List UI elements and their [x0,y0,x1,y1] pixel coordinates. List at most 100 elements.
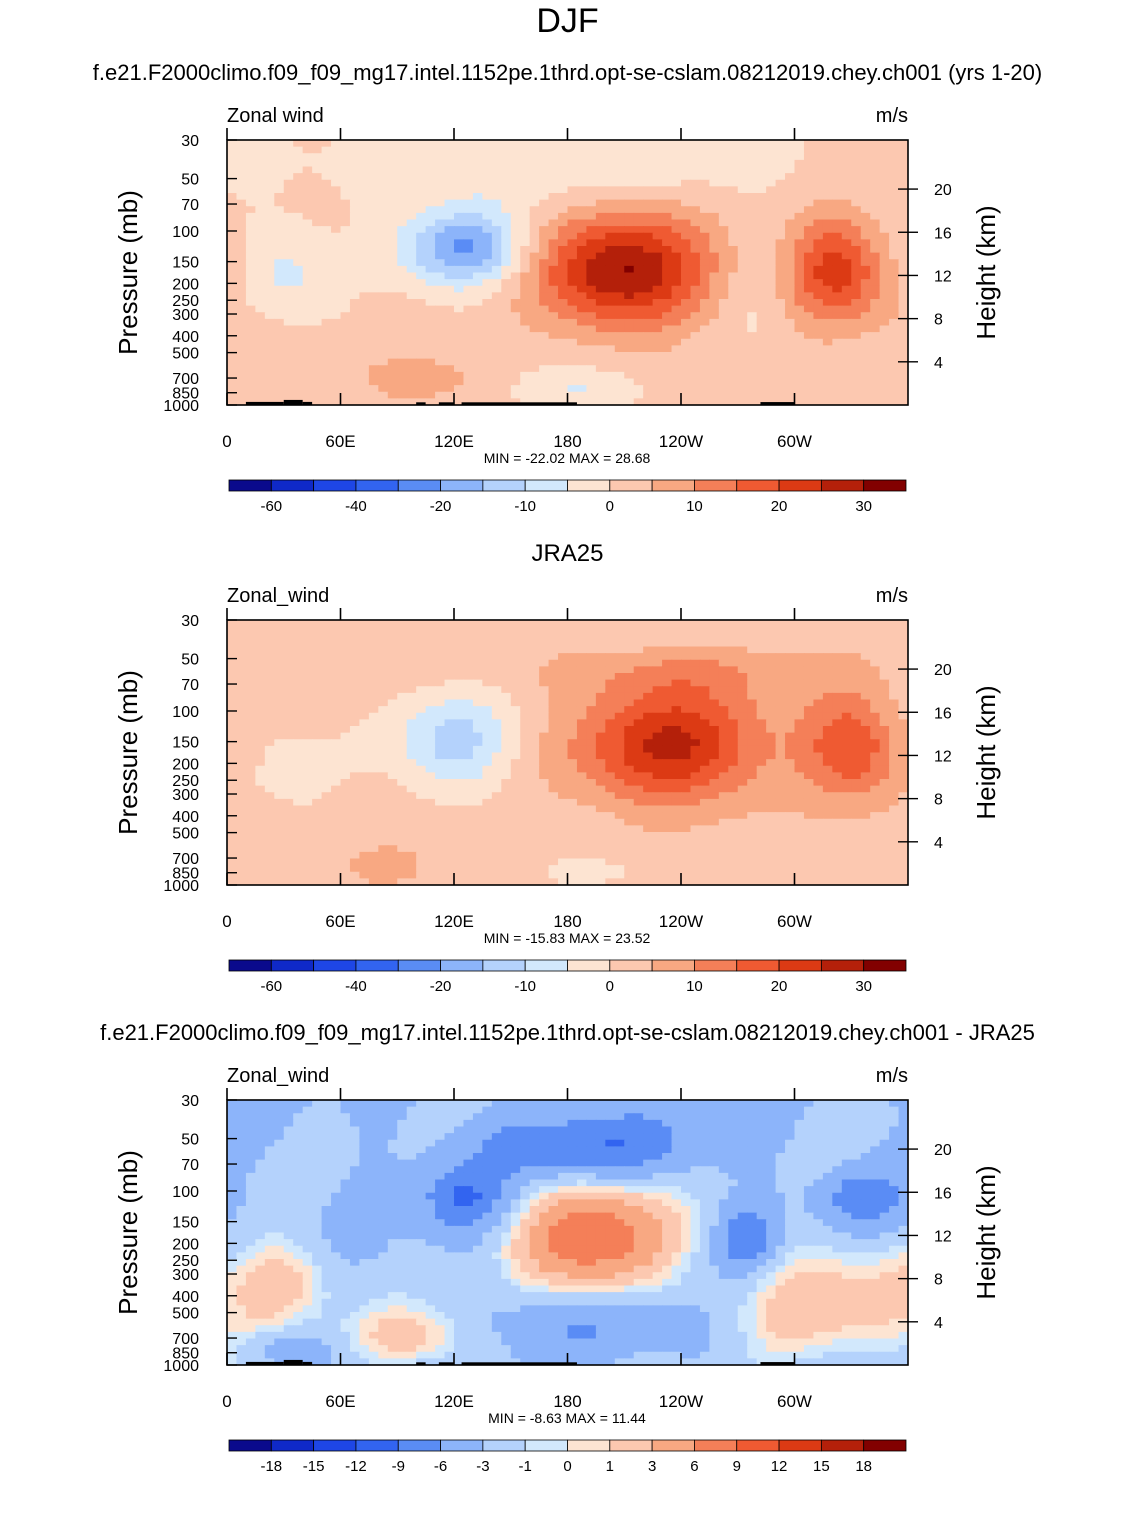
heatmap-cell [709,365,719,372]
heatmap-cell [331,167,341,174]
heatmap-cell [813,786,823,793]
heatmap-cell [690,753,700,760]
heatmap-cell [511,140,521,147]
heatmap-cell [851,153,861,160]
heatmap-cell [435,246,445,253]
heatmap-cell [653,200,663,207]
heatmap-cell [227,633,237,640]
heatmap-cell [615,220,625,227]
heatmap-cell [842,772,852,779]
heatmap-cell [795,746,805,753]
heatmap-cell [388,693,398,700]
heatmap-cell [463,792,473,799]
heatmap-cell [776,753,786,760]
heatmap-cell [227,753,237,760]
heatmap-cell [624,385,634,392]
heatmap-cell [785,792,795,799]
heatmap-cell [804,326,814,333]
heatmap-cell [643,352,653,359]
heatmap-cell [454,792,464,799]
heatmap-cell [520,173,530,180]
heatmap-cell [255,186,265,193]
heatmap-cell [246,359,256,366]
heatmap-cell [539,220,549,227]
heatmap-cell [388,660,398,667]
heatmap-cell [634,620,644,627]
heatmap-cell [378,279,388,286]
heatmap-cell [605,140,615,147]
heatmap-cell [804,292,814,299]
heatmap-cell [397,226,407,233]
heatmap-cell [804,220,814,227]
heatmap-cell [747,213,757,220]
heatmap-cell [246,686,256,693]
heatmap-cell [719,365,729,372]
heatmap-cell [596,726,606,733]
heatmap-cell [624,365,634,372]
heatmap-cell [596,647,606,654]
heatmap-cell [690,365,700,372]
heatmap-cell [832,733,842,740]
heatmap-cell [662,200,672,207]
heatmap-cell [558,306,568,313]
heatmap-cell [643,306,653,313]
heatmap-cell [634,647,644,654]
heatmap-cell [643,259,653,266]
heatmap-cell [634,200,644,207]
heatmap-cell [690,253,700,260]
heatmap-cell [530,739,540,746]
y-axis-title: Pressure (mb) [113,190,143,355]
heatmap-cell [870,312,880,319]
heatmap-cell [747,627,757,634]
heatmap-cell [501,379,511,386]
heatmap-cell [482,299,492,306]
heatmap-cell [785,220,795,227]
heatmap-cell [236,772,246,779]
heatmap-cell [236,213,246,220]
heatmap-cell [246,680,256,687]
heatmap-cell [473,279,483,286]
heatmap-cell [463,766,473,773]
heatmap-cell [303,200,313,207]
heatmap-cell [255,706,265,713]
heatmap-cell [899,799,909,806]
heatmap-cell [426,173,436,180]
heatmap-cell [672,680,682,687]
heatmap-cell [539,279,549,286]
heatmap-cell [700,673,710,680]
heatmap-cell [558,733,568,740]
heatmap-cell [568,306,578,313]
heatmap-cell [492,186,502,193]
heatmap-cell [842,233,852,240]
heatmap-cell [331,753,341,760]
heatmap-cell [227,706,237,713]
heatmap-cell [709,167,719,174]
heatmap-cell [586,306,596,313]
heatmap-cell [463,713,473,720]
heatmap-cell [757,246,767,253]
heatmap-cell [473,647,483,654]
heatmap-cell [322,332,332,339]
heatmap-cell [889,186,899,193]
heatmap-cell [795,253,805,260]
heatmap-cell [851,792,861,799]
heatmap-cell [870,746,880,753]
heatmap-cell [738,259,748,266]
heatmap-cell [577,167,587,174]
heatmap-cell [719,312,729,319]
heatmap-cell [265,286,275,293]
heatmap-cell [766,359,776,366]
heatmap-cell [388,173,398,180]
heatmap-cell [634,719,644,726]
heatmap-cell [681,700,691,707]
heatmap-cell [672,266,682,273]
heatmap-cell [596,627,606,634]
heatmap-cell [227,345,237,352]
heatmap-cell [454,660,464,667]
heatmap-cell [672,339,682,346]
heatmap-cell [615,673,625,680]
heatmap-cell [624,306,634,313]
heatmap-cell [520,167,530,174]
heatmap-cell [407,266,417,273]
heatmap-cell [776,239,786,246]
